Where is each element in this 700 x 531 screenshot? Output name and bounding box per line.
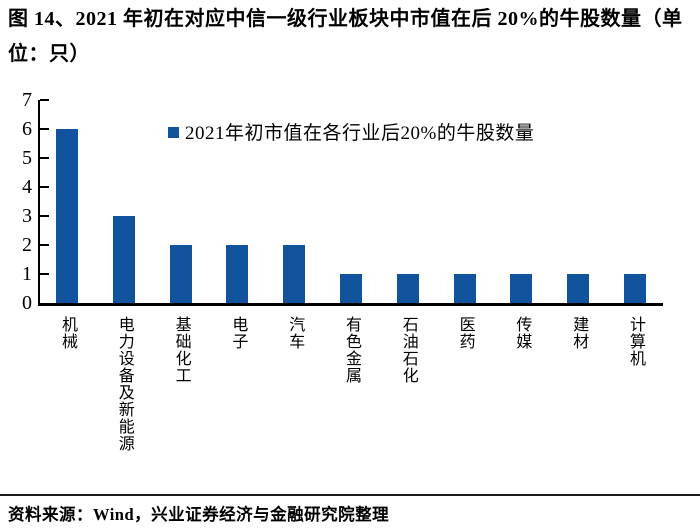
y-tick-label: 6 bbox=[22, 118, 32, 140]
x-axis-label: 机械 bbox=[59, 316, 76, 350]
y-tick-mark bbox=[40, 273, 49, 275]
y-tick-mark bbox=[40, 99, 49, 101]
y-tick-mark bbox=[40, 215, 49, 217]
x-axis-label: 传媒 bbox=[513, 316, 531, 350]
bar-石油石化 bbox=[396, 274, 419, 303]
y-tick-label: 2 bbox=[22, 234, 32, 256]
bar-建材 bbox=[567, 274, 590, 303]
legend-marker-icon bbox=[168, 127, 179, 138]
legend-label: 2021年初市值在各行业后20%的牛股数量 bbox=[185, 123, 535, 144]
bar-传媒 bbox=[510, 274, 533, 303]
y-tick-label: 5 bbox=[22, 147, 32, 169]
y-axis-line bbox=[38, 100, 40, 303]
legend: 2021年初市值在各行业后20%的牛股数量 bbox=[168, 118, 534, 145]
x-axis-label: 基础化工 bbox=[172, 316, 190, 384]
source-note: 资料来源：Wind，兴业证券经济与金融研究院整理 bbox=[8, 505, 390, 524]
x-axis-label: 医药 bbox=[456, 316, 474, 350]
y-tick-mark bbox=[40, 244, 49, 246]
bar-有色金属 bbox=[340, 274, 362, 303]
bar-医药 bbox=[453, 274, 476, 303]
y-tick-mark bbox=[40, 186, 49, 188]
y-tick-mark bbox=[40, 128, 49, 130]
y-tick-label: 0 bbox=[22, 292, 32, 314]
x-axis-label: 汽车 bbox=[286, 316, 304, 350]
y-tick-label: 1 bbox=[22, 263, 32, 285]
x-axis-label: 建材 bbox=[570, 316, 588, 350]
figure-title: 图 14、2021 年初在对应中信一级行业板块中市值在后 20%的牛股数量（单位… bbox=[8, 8, 683, 65]
bar-电力设备及新能源 bbox=[112, 216, 135, 303]
x-axis-line bbox=[38, 303, 663, 306]
x-axis-label: 电子 bbox=[229, 316, 247, 350]
x-axis-label: 计算机 bbox=[627, 316, 644, 367]
bar-电子 bbox=[226, 245, 249, 303]
y-tick-label: 7 bbox=[22, 89, 32, 111]
bar-基础化工 bbox=[169, 245, 192, 303]
x-axis-label: 石油石化 bbox=[399, 316, 417, 384]
y-tick-label: 3 bbox=[22, 205, 32, 227]
source-divider-line bbox=[0, 494, 700, 496]
bar-汽车 bbox=[283, 245, 306, 303]
bar-机械 bbox=[56, 129, 78, 303]
y-tick-label: 4 bbox=[22, 176, 32, 198]
bar-计算机 bbox=[624, 274, 646, 303]
y-tick-mark bbox=[40, 157, 49, 159]
x-axis-label: 有色金属 bbox=[343, 316, 360, 384]
x-axis-label: 电力设备及新能源 bbox=[115, 316, 133, 452]
